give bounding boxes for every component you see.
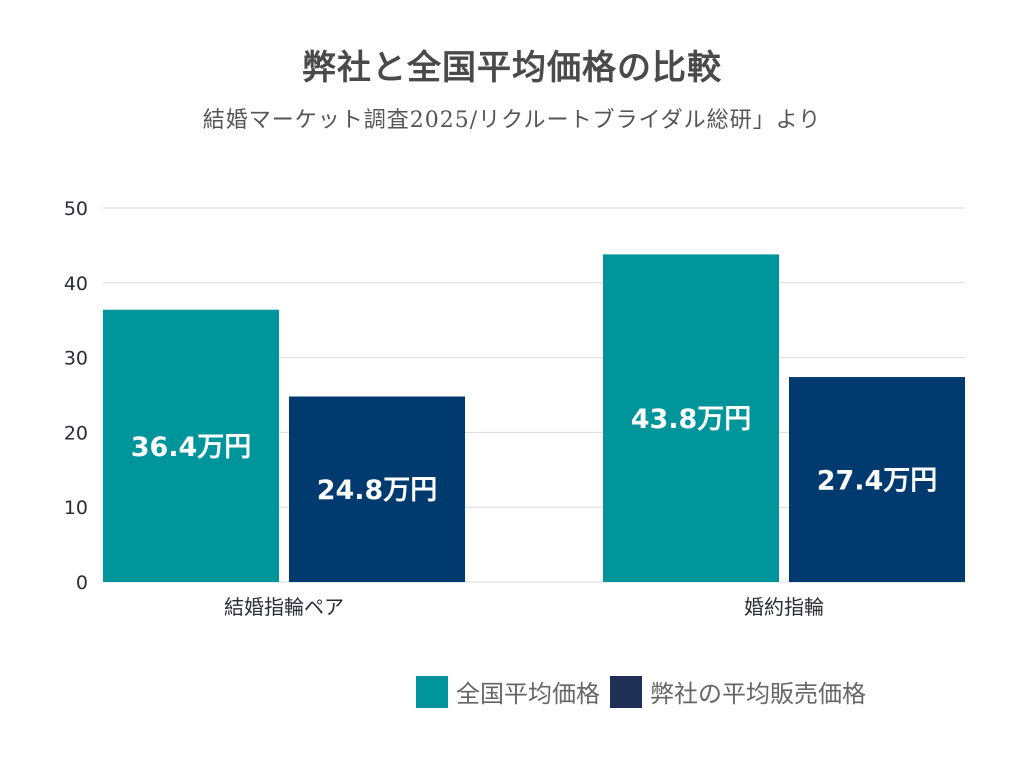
chart-subtitle: 結婚マーケット調査2025/リクルートブライダル総研」より bbox=[202, 108, 822, 133]
bar-value-label: 24.8万円 bbox=[317, 475, 438, 506]
bar bbox=[603, 254, 779, 582]
legend-item-company: 弊社の平均販売価格 bbox=[610, 674, 866, 709]
x-tick-label: 結婚指輪ペア bbox=[224, 595, 344, 619]
legend-swatch-company bbox=[610, 675, 642, 708]
y-tick-label: 40 bbox=[64, 273, 88, 295]
x-tick-label: 婚約指輪 bbox=[744, 595, 824, 619]
y-tick-label: 50 bbox=[64, 198, 88, 220]
chart-title: 弊社と全国平均価格の比較 bbox=[302, 48, 722, 88]
bar-value-label: 43.8万円 bbox=[631, 404, 752, 435]
bar-value-label: 27.4万円 bbox=[817, 466, 938, 497]
legend-label-company: 弊社の平均販売価格 bbox=[650, 680, 866, 708]
legend-label-national: 全国平均価格 bbox=[456, 680, 600, 708]
bar-value-label: 36.4万円 bbox=[131, 432, 252, 463]
legend-swatch-national bbox=[416, 675, 448, 708]
bar bbox=[789, 377, 965, 582]
bar bbox=[289, 396, 465, 582]
legend-item-national: 全国平均価格 bbox=[416, 674, 600, 709]
y-tick-label: 10 bbox=[64, 497, 88, 519]
y-tick-label: 30 bbox=[64, 348, 88, 370]
bar bbox=[103, 309, 279, 582]
y-tick-label: 20 bbox=[64, 422, 88, 444]
legend: 全国平均価格 弊社の平均販売価格 bbox=[416, 674, 876, 709]
y-tick-label: 0 bbox=[76, 572, 88, 594]
